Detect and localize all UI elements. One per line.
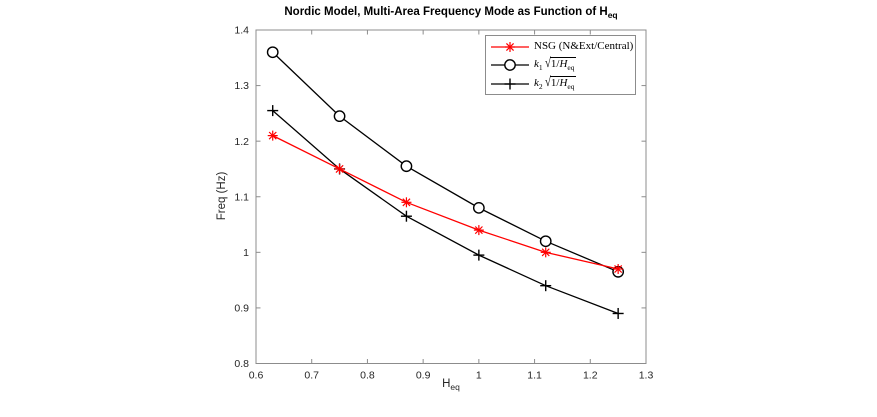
circle-marker-shape xyxy=(400,160,413,173)
x-axis-label-text: H xyxy=(442,378,451,390)
x-axis-label-subscript: eq xyxy=(450,381,460,392)
x-tick-label: 0.6 xyxy=(249,370,264,382)
asterisk-marker xyxy=(267,130,278,141)
plus-marker xyxy=(540,280,552,292)
legend-entry-0: NSG (N&Ext/Central) xyxy=(490,38,634,56)
circle-marker xyxy=(472,201,485,214)
circle-marker-shape xyxy=(472,201,485,214)
legend-label-1: k1 √1/Heq xyxy=(534,55,576,73)
circle-marker-shape xyxy=(266,46,279,59)
y-tick-label: 1.2 xyxy=(234,136,249,148)
legend-label-0: NSG (N&Ext/Central) xyxy=(534,40,634,52)
series-line-1 xyxy=(272,51,619,273)
circle-marker-shape xyxy=(539,235,552,248)
asterisk-d2 xyxy=(541,248,550,257)
asterisk-d2 xyxy=(268,131,277,140)
x-tick-label: 0.8 xyxy=(360,370,375,382)
y-tick-label: 0.9 xyxy=(234,303,249,315)
chart-title: Nordic Model, Multi-Area Frequency Mode … xyxy=(256,6,646,20)
circle-marker xyxy=(400,160,413,173)
y-tick-label: 1.4 xyxy=(234,25,249,37)
sqrt-radical-icon: √ xyxy=(544,55,551,71)
plus-marker xyxy=(612,307,624,319)
asterisk-d2 xyxy=(402,198,411,207)
legend-entry-1: k1 √1/Heq xyxy=(490,56,632,74)
circle-marker xyxy=(504,59,516,71)
x-ticks: 0.6 0.7 0.8 0.9 1 1.1 1.2 1.3 xyxy=(249,30,654,382)
y-axis-label: Freq (Hz) xyxy=(216,171,228,221)
legend-entry-2: k2 √1/Heq xyxy=(490,75,632,93)
y-tick-label: 0.8 xyxy=(234,358,249,370)
y-tick-label: 1 xyxy=(243,247,249,259)
x-tick-label: 1.2 xyxy=(583,370,598,382)
circle-marker xyxy=(333,110,346,123)
series-line-2 xyxy=(272,110,619,315)
plus-marker xyxy=(473,249,485,261)
chart-title-text: Nordic Model, Multi-Area Frequency Mode … xyxy=(284,6,608,18)
circle-marker-shape xyxy=(333,110,346,123)
legend-marker-line xyxy=(505,42,515,51)
x-tick-label: 1 xyxy=(476,370,482,382)
asterisk-marker xyxy=(613,264,624,275)
legend-label-2: k2 √1/Heq xyxy=(534,74,576,91)
y-tick-label: 1.1 xyxy=(234,191,249,203)
plus-marker xyxy=(504,78,516,89)
series-2 xyxy=(267,105,624,319)
x-tick-label: 0.7 xyxy=(304,370,319,382)
asterisk-marker xyxy=(334,163,345,174)
x-tick-label: 1.1 xyxy=(527,370,542,382)
circle-marker xyxy=(539,235,552,248)
series-0 xyxy=(267,130,624,275)
asterisk-marker xyxy=(540,247,551,258)
asterisk-marker xyxy=(401,197,412,208)
legend-sample-circle xyxy=(491,59,529,71)
asterisk-d2 xyxy=(614,264,623,274)
asterisk-marker xyxy=(505,41,515,52)
legend-box: NSG (N&Ext/Central) k1 √1/Heq k2 √1/Heq xyxy=(485,35,636,95)
asterisk-d2 xyxy=(335,164,344,173)
plus-marker xyxy=(400,210,412,222)
legend-circle-marker xyxy=(504,59,516,71)
asterisk-marker xyxy=(473,225,484,236)
x-axis-label: Heq xyxy=(256,378,646,392)
y-ticks: 0.8 0.9 1 1.1 1.2 1.3 1.4 xyxy=(234,25,646,370)
series-line-0 xyxy=(272,135,619,270)
sqrt-radical-icon: √ xyxy=(544,74,551,90)
chart-title-subscript: eq xyxy=(607,9,618,20)
legend-sample-asterisk xyxy=(491,41,529,52)
x-tick-label: 0.9 xyxy=(416,370,431,382)
y-tick-label: 1.3 xyxy=(234,80,249,92)
asterisk-d2 xyxy=(474,226,483,235)
plus-marker xyxy=(267,105,279,117)
legend-sample-plus xyxy=(491,78,529,89)
circle-marker xyxy=(266,46,279,59)
x-tick-label: 1.3 xyxy=(639,370,654,382)
